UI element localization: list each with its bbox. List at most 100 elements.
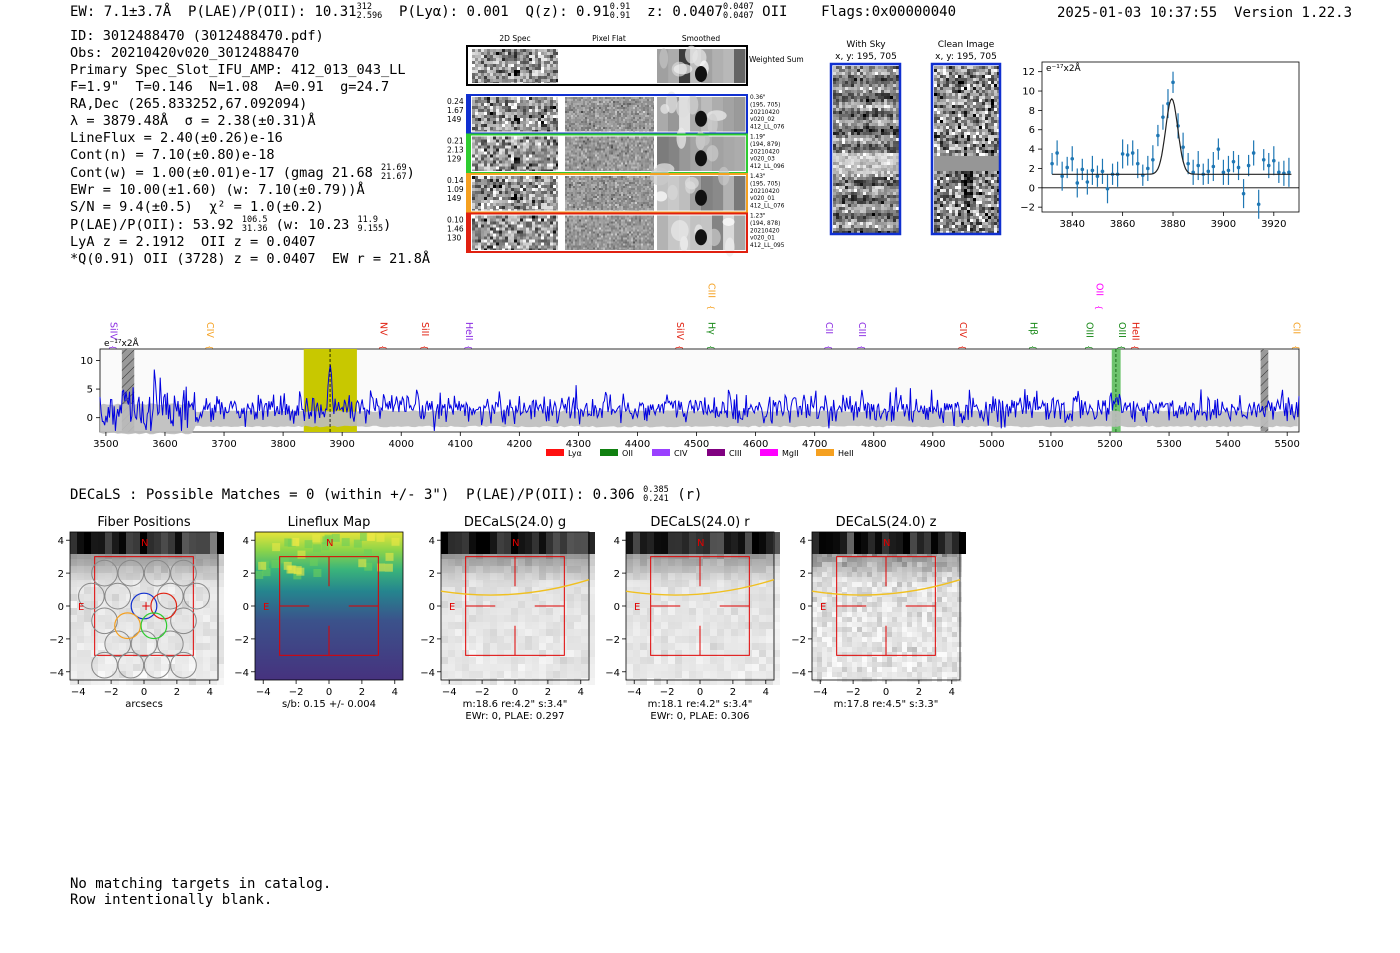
fiber-circle-highlight [150, 592, 178, 620]
decals-y-tick-label: −4 [420, 668, 435, 679]
cutout-spec-image [472, 136, 558, 171]
decals-panel: DECaLS(24.0) g N E −4 −4 −2 −2 0 0 2 2 4 4 m:18.6 re:… [420, 515, 595, 722]
galaxy-ellipse-arc [625, 579, 775, 596]
header-summary: EW: 7.1±3.7Å P(LAE)/P(OII): 10.31312 2.59… [70, 3, 956, 21]
header-qz-hi: 0.91 [609, 2, 631, 12]
decals-caption: arcsecs [125, 699, 163, 710]
emission-line-brace: { [857, 345, 866, 350]
decals-y-tick-label: −2 [49, 635, 64, 646]
decals-x-tick-label: 4 [949, 687, 955, 698]
decals-x-tick-label: −2 [104, 687, 119, 698]
clean-image-frame [930, 62, 1002, 236]
cutout-header-flat: Pixel Flat [592, 34, 626, 43]
decals-y-tick-label: 0 [243, 602, 249, 613]
cutout-right-value: 20210420 [750, 149, 780, 155]
legend-label: HeII [838, 449, 854, 458]
emission-line-label: NV [378, 322, 389, 336]
cutout-smooth-image [649, 166, 746, 211]
cutout-right-value: 20210420 [750, 189, 780, 195]
decals-panel: Fiber Positions + N E −4 −4 −2 −2 0 0 2 2 4 4 arcsecs [49, 515, 224, 710]
fiber-circle [91, 651, 118, 679]
emission-line-brace: { [1292, 345, 1301, 350]
info-lya: LyA z = 2.1912 OII z = 0.0407 [70, 234, 316, 250]
east-label: E [449, 602, 455, 613]
decals-y-tick-label: 4 [58, 536, 64, 547]
decals-x-tick-label: 4 [392, 687, 398, 698]
cutout-left-value: 0.14 [447, 176, 464, 185]
info-plae-w-hi: 11.9 [357, 215, 378, 225]
zoom-data-point [1221, 170, 1226, 175]
zoom-data-point [1075, 181, 1080, 185]
footer-line-2: Row intentionally blank. [70, 892, 273, 908]
cutout-left-value: 1.67 [447, 106, 464, 115]
zoom-unit-label: e⁻¹⁷x2Å [1046, 62, 1082, 74]
masked-band [1260, 349, 1269, 432]
header-qz-lo: 0.91 [609, 11, 631, 21]
emission-line-label: CIV [204, 322, 215, 338]
emission-line-brace: { [1028, 345, 1037, 350]
fiber-circle [170, 559, 197, 587]
decals-panel-title: Lineflux Map [288, 515, 371, 530]
decals-panels: Fiber Positions + N E −4 −4 −2 −2 0 0 2 2 4 4 arcsecs L… [49, 515, 966, 722]
north-label: N [883, 538, 890, 549]
decals-y-tick-label: 2 [243, 569, 249, 580]
info-contw-hi: 21.69 [381, 163, 407, 173]
weighted-spec-image [472, 49, 558, 83]
fiber-center-marker: + [141, 599, 151, 613]
zoom-data-point [1241, 191, 1246, 196]
zoom-data-point [1135, 161, 1140, 166]
cutout-right-value: (194, 879) [750, 142, 780, 148]
header-date: 2025-01-03 10:37:55 [1057, 5, 1218, 21]
fiber-circle [117, 651, 145, 679]
clean-image-title: Clean Image [938, 40, 995, 50]
zoom-data-point [1055, 151, 1059, 155]
with-sky-image [833, 66, 899, 234]
info-contn: Cont(n) = 7.10(±0.80)e-18 [70, 147, 275, 163]
decals-panel-title: Fiber Positions [97, 515, 190, 530]
emission-line-label: SiIV [108, 322, 119, 340]
decals-x-tick-label: 2 [359, 687, 365, 698]
spectrum-x-tick-label: 4600 [743, 439, 768, 450]
spectrum-x-tick-label: 5300 [1156, 439, 1181, 450]
decals-y-tick-label: 0 [58, 602, 64, 613]
info-plae-lo: 31.36 [241, 224, 268, 234]
decals-y-tick-label: −4 [605, 668, 620, 679]
decals-y-tick-label: 4 [429, 536, 435, 547]
emission-line-brace: { [824, 345, 833, 350]
zoom-data-point [1050, 161, 1054, 166]
header-plae-hi: 312 [356, 2, 372, 12]
info-primary: Primary Spec_Slot_IFU_AMP: 412_013_043_L… [70, 62, 406, 78]
cutout-left-value: 129 [447, 155, 462, 164]
emission-line-label: Hβ [1027, 322, 1038, 335]
spectrum-x-tick-label: 3500 [93, 439, 118, 450]
with-sky-title: With Sky [846, 40, 886, 50]
decals-summary-lo: 0.241 [643, 494, 669, 504]
info-contw-end: ) [406, 165, 415, 181]
decals-x-tick-label: 0 [512, 687, 518, 698]
zoom-x-tick-label: 3900 [1211, 219, 1236, 230]
zoom-y-tick-label: 0 [1029, 183, 1035, 194]
legend-label: MgII [782, 449, 799, 458]
fiber-circle [143, 559, 171, 587]
info-plae-row: P(LAE)/P(OII): 53.92 106.5 31.36 (w: 10.2… [70, 216, 430, 234]
header-right: 2025-01-03 10:37:55 Version 1.22.3 [1057, 5, 1352, 21]
zoom-data-point [1065, 165, 1069, 170]
emission-line-label: HeII [463, 322, 474, 341]
info-plae-w: (w: 10.23 [275, 217, 350, 233]
galaxy-ellipse-arc [811, 579, 961, 596]
fiber-circle [104, 630, 132, 658]
spectrum-x-tick-label: 5400 [1215, 439, 1240, 450]
zoom-y-tick-label: 12 [1022, 67, 1035, 78]
zoom-data-point [1100, 169, 1105, 174]
cutout-flat-image [565, 176, 654, 211]
spectrum-unit-label: e⁻¹⁷x2Å [104, 337, 140, 349]
spectrum-x-tick-label: 4800 [861, 439, 886, 450]
cutout-header-smooth: Smoothed [682, 34, 721, 43]
cutout-flat-image [565, 97, 654, 132]
zoom-data-point [1211, 164, 1216, 169]
zoom-x-tick-label: 3840 [1060, 219, 1085, 230]
fiber-circle [183, 582, 210, 610]
legend-label: Lyα [568, 449, 582, 458]
header-qz: Q(z): 0.91 [525, 4, 610, 20]
